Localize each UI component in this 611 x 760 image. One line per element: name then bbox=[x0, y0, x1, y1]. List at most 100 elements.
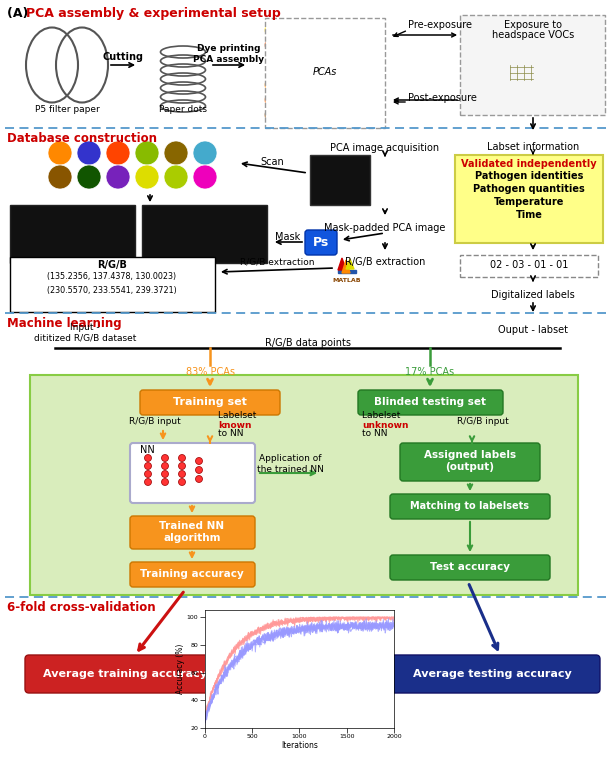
Text: Average testing accuracy: Average testing accuracy bbox=[412, 669, 571, 679]
Circle shape bbox=[144, 463, 152, 470]
Circle shape bbox=[354, 23, 370, 37]
Circle shape bbox=[48, 141, 72, 165]
Text: Time: Time bbox=[516, 210, 543, 220]
Text: Matching to labelsets: Matching to labelsets bbox=[411, 501, 530, 511]
Ellipse shape bbox=[493, 45, 573, 100]
Text: Dye printing
PCA assembly: Dye printing PCA assembly bbox=[194, 44, 265, 64]
Circle shape bbox=[135, 165, 159, 189]
Text: Database construction: Database construction bbox=[7, 132, 157, 145]
Text: Pre-exposure: Pre-exposure bbox=[408, 20, 472, 30]
Circle shape bbox=[282, 37, 298, 52]
Circle shape bbox=[77, 141, 101, 165]
Polygon shape bbox=[338, 270, 356, 273]
FancyBboxPatch shape bbox=[25, 655, 225, 693]
Circle shape bbox=[144, 479, 152, 486]
FancyBboxPatch shape bbox=[130, 562, 255, 587]
Text: Scan: Scan bbox=[260, 157, 284, 167]
Text: (230.5570, 233.5541, 239.3721): (230.5570, 233.5541, 239.3721) bbox=[47, 286, 177, 295]
Text: Exposure to: Exposure to bbox=[504, 20, 562, 30]
Bar bbox=[460, 255, 598, 277]
Text: 83% PCAs: 83% PCAs bbox=[186, 367, 235, 377]
Circle shape bbox=[196, 467, 202, 473]
Circle shape bbox=[265, 93, 279, 107]
Circle shape bbox=[178, 463, 186, 470]
FancyBboxPatch shape bbox=[140, 390, 280, 415]
Text: dititized R/G/B dataset: dititized R/G/B dataset bbox=[34, 334, 136, 343]
Text: Training accuracy: Training accuracy bbox=[140, 569, 244, 579]
Text: Paper dots: Paper dots bbox=[159, 106, 207, 115]
Circle shape bbox=[24, 211, 52, 239]
Circle shape bbox=[282, 93, 298, 107]
Text: (A): (A) bbox=[7, 7, 33, 20]
Text: Input -: Input - bbox=[70, 324, 100, 333]
Circle shape bbox=[282, 23, 298, 37]
Circle shape bbox=[178, 470, 186, 477]
Text: Training set: Training set bbox=[173, 397, 247, 407]
Circle shape bbox=[48, 165, 72, 189]
Text: 02 - 03 - 01 - 01: 02 - 03 - 01 - 01 bbox=[490, 260, 568, 270]
Text: NN: NN bbox=[140, 445, 155, 455]
Circle shape bbox=[318, 23, 334, 37]
Text: Mask: Mask bbox=[276, 232, 301, 242]
Text: Cutting: Cutting bbox=[103, 52, 144, 62]
Bar bbox=[30, 375, 578, 595]
Bar bbox=[10, 257, 215, 312]
Text: R/G/B: R/G/B bbox=[97, 260, 127, 270]
Text: Pathogen identities: Pathogen identities bbox=[475, 171, 583, 181]
Text: Pathogen quantities: Pathogen quantities bbox=[473, 184, 585, 194]
Circle shape bbox=[161, 470, 169, 477]
Text: Test accuracy: Test accuracy bbox=[430, 562, 510, 572]
Text: Temperature: Temperature bbox=[494, 197, 564, 207]
Circle shape bbox=[164, 165, 188, 189]
Polygon shape bbox=[342, 260, 350, 273]
Bar bbox=[265, 18, 385, 128]
Circle shape bbox=[301, 107, 315, 122]
Bar bbox=[10, 205, 135, 263]
Circle shape bbox=[196, 476, 202, 483]
Circle shape bbox=[265, 23, 279, 37]
Circle shape bbox=[74, 236, 96, 258]
Circle shape bbox=[354, 37, 370, 52]
Text: Machine learning: Machine learning bbox=[7, 317, 122, 330]
Bar bbox=[318, 173, 362, 185]
Bar bbox=[142, 205, 267, 263]
Circle shape bbox=[282, 78, 298, 93]
Text: PCAs: PCAs bbox=[313, 67, 337, 77]
Text: R/G/B extraction: R/G/B extraction bbox=[240, 258, 314, 267]
Circle shape bbox=[354, 93, 370, 107]
Text: Trained NN
algorithm: Trained NN algorithm bbox=[159, 521, 225, 543]
FancyBboxPatch shape bbox=[358, 390, 503, 415]
Text: known: known bbox=[218, 420, 252, 429]
Text: Ouput - labset: Ouput - labset bbox=[498, 325, 568, 335]
Circle shape bbox=[106, 165, 130, 189]
Text: Labelset: Labelset bbox=[218, 411, 259, 420]
Text: Blinded testing set: Blinded testing set bbox=[374, 397, 486, 407]
Y-axis label: Accuracy (%): Accuracy (%) bbox=[177, 644, 185, 695]
Circle shape bbox=[161, 454, 169, 461]
Circle shape bbox=[318, 37, 334, 52]
Text: Labelset: Labelset bbox=[362, 411, 403, 420]
Bar bbox=[460, 15, 605, 115]
Circle shape bbox=[193, 165, 217, 189]
Circle shape bbox=[301, 23, 315, 37]
FancyBboxPatch shape bbox=[305, 230, 337, 255]
Text: Mask-padded PCA image: Mask-padded PCA image bbox=[324, 223, 445, 233]
Circle shape bbox=[196, 458, 202, 464]
FancyBboxPatch shape bbox=[130, 516, 255, 549]
Circle shape bbox=[178, 479, 186, 486]
Polygon shape bbox=[338, 258, 346, 270]
Circle shape bbox=[265, 107, 279, 122]
Text: R/G/B extraction: R/G/B extraction bbox=[345, 257, 425, 267]
Circle shape bbox=[106, 141, 130, 165]
FancyBboxPatch shape bbox=[130, 443, 255, 503]
Circle shape bbox=[337, 37, 351, 52]
Text: Validated independently: Validated independently bbox=[461, 159, 597, 169]
Circle shape bbox=[178, 454, 186, 461]
Circle shape bbox=[265, 37, 279, 52]
Text: Average training accuracy: Average training accuracy bbox=[43, 669, 207, 679]
Circle shape bbox=[238, 230, 258, 250]
FancyBboxPatch shape bbox=[390, 494, 550, 519]
Text: Labset information: Labset information bbox=[487, 142, 579, 152]
Circle shape bbox=[265, 78, 279, 93]
Circle shape bbox=[337, 107, 351, 122]
